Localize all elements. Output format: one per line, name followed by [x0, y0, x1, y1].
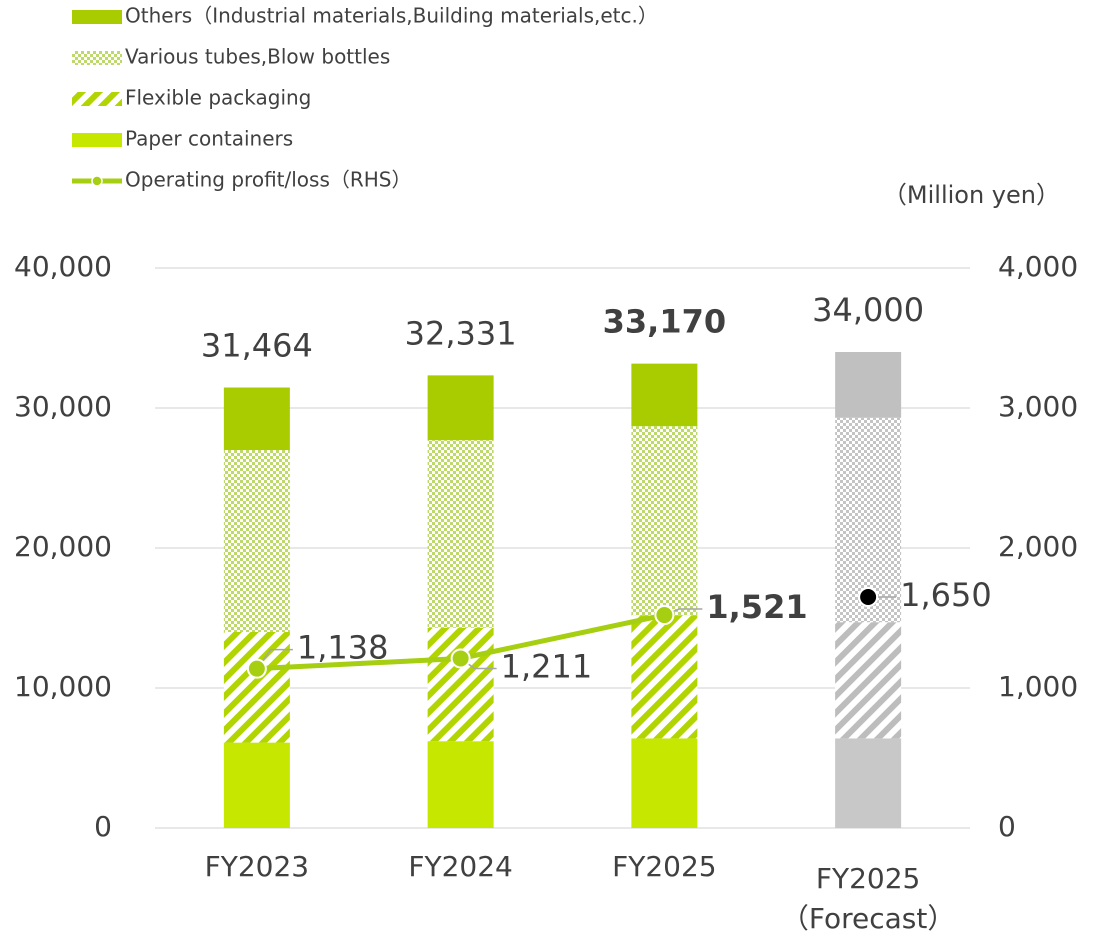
y-tick-label: 30,000	[14, 390, 112, 423]
y-tick-label: 10,000	[14, 670, 112, 703]
bar-segment	[631, 615, 698, 739]
profit-label: 1,650	[900, 576, 992, 614]
legend-label: Flexible packaging	[125, 86, 311, 110]
legend-label: Others（Industrial materials,Building mat…	[125, 4, 658, 28]
profit-point	[654, 605, 675, 626]
bar-segment	[427, 741, 494, 828]
y2-tick-label: 0	[998, 810, 1016, 843]
bar-segment	[427, 440, 494, 628]
profit-label: 1,521	[706, 588, 807, 626]
y-tick-label: 0	[94, 810, 112, 843]
x-tick-label: FY2025	[612, 850, 716, 883]
bar-segment	[835, 738, 902, 828]
bar-segment	[631, 426, 698, 616]
y2-tick-label: 1,000	[998, 670, 1078, 703]
profit-point	[450, 648, 471, 669]
legend-swatch	[72, 51, 122, 65]
legend-swatch	[72, 10, 122, 24]
x-tick-label: FY2024	[408, 850, 512, 883]
bar-segment	[835, 352, 902, 418]
x-tick-note: （Forecast）	[781, 902, 955, 935]
profit-point	[246, 658, 267, 679]
x-tick-label: FY2023	[205, 850, 309, 883]
legend-label: Paper containers	[125, 127, 293, 151]
profit-label: 1,138	[297, 629, 389, 667]
y2-tick-label: 2,000	[998, 530, 1078, 563]
unit-label: （Million yen）	[883, 181, 1060, 209]
legend-label: Various tubes,Blow bottles	[125, 45, 390, 69]
legend-marker	[91, 175, 103, 187]
total-label: 32,331	[405, 314, 517, 352]
y2-tick-label: 4,000	[998, 250, 1078, 283]
legend-label: Operating profit/loss（RHS）	[125, 168, 412, 192]
bar-segment	[223, 387, 290, 450]
x-tick-label: FY2025	[816, 862, 920, 895]
bar-segment	[631, 738, 698, 828]
bar-segment	[427, 627, 494, 742]
bar-segment	[223, 632, 290, 743]
bar-segment	[631, 363, 698, 427]
profit-point	[858, 587, 879, 607]
bar-segment	[223, 450, 290, 632]
profit-label: 1,211	[501, 647, 593, 685]
bar-segment	[427, 375, 494, 441]
bar-segment	[835, 622, 902, 739]
legend-swatch	[72, 133, 122, 147]
y2-tick-label: 3,000	[998, 390, 1078, 423]
legend-swatch	[72, 92, 122, 106]
total-label: 33,170	[603, 303, 726, 341]
bar-segment	[223, 742, 290, 828]
total-label: 31,464	[201, 327, 313, 365]
y-tick-label: 40,000	[14, 250, 112, 283]
total-label: 34,000	[812, 291, 924, 329]
y-tick-label: 20,000	[14, 530, 112, 563]
